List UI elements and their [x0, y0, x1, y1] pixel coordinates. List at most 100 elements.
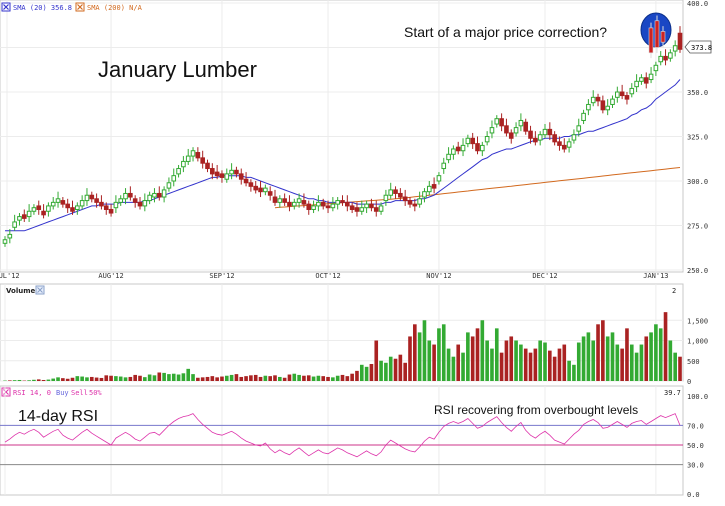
candle: [600, 95, 606, 114]
candle: [402, 189, 408, 206]
candlestick-series: [2, 26, 683, 247]
candle: [41, 204, 46, 219]
candle-body: [190, 150, 196, 157]
volume-bar: [239, 376, 244, 381]
price-gridlines: [0, 0, 683, 272]
candle-body: [166, 182, 172, 189]
candle: [267, 186, 273, 201]
candle: [576, 118, 582, 137]
candle-body: [118, 198, 124, 203]
candle: [171, 168, 177, 187]
candle: [513, 122, 519, 137]
candle: [31, 204, 37, 215]
rsi-tick-label: 50.0: [687, 442, 704, 450]
candle: [378, 202, 384, 215]
volume-bar: [441, 324, 446, 381]
candle: [12, 214, 17, 231]
candle-body: [50, 201, 56, 207]
candle: [316, 195, 321, 212]
candle-body: [523, 121, 529, 132]
month-tick-label: JUL'12: [0, 272, 20, 280]
candle: [17, 213, 22, 226]
volume-bar: [253, 374, 258, 381]
candle: [566, 138, 572, 153]
volume-bar: [258, 376, 263, 381]
candle: [393, 186, 398, 199]
volume-bar: [625, 328, 629, 381]
candle: [123, 188, 128, 205]
volume-bar: [350, 373, 354, 381]
candle: [2, 236, 8, 247]
volume-bar: [229, 374, 234, 381]
candle: [181, 156, 186, 173]
volume-bar: [12, 380, 17, 381]
candle-body: [267, 191, 273, 196]
candle: [610, 95, 615, 109]
candle: [523, 118, 529, 135]
candle: [330, 197, 336, 212]
candle: [21, 209, 27, 222]
candle-body: [234, 169, 239, 175]
candle: [518, 113, 524, 132]
candle-body: [156, 192, 162, 198]
volume-bar: [596, 324, 600, 381]
candle: [373, 200, 379, 217]
candle: [648, 67, 654, 84]
candle: [504, 118, 509, 137]
candle-body: [581, 112, 586, 121]
volume-bar: [176, 374, 181, 381]
candle-body: [205, 162, 210, 170]
volume-bar: [46, 379, 51, 381]
candle-body: [176, 168, 181, 175]
month-tick-label: DEC'12: [532, 272, 557, 280]
candle-body: [320, 201, 326, 207]
candle: [369, 198, 374, 212]
candle: [590, 90, 596, 107]
volume-bar: [466, 332, 470, 381]
candle-body: [296, 198, 302, 203]
rsi-last-value: 39.7: [664, 389, 681, 397]
volume-bar: [485, 340, 489, 381]
candle-body: [489, 127, 495, 134]
volume-bar: [562, 344, 567, 381]
candle: [480, 141, 485, 157]
volume-tick-label: 500: [687, 358, 700, 366]
candle-body: [518, 119, 524, 127]
volume-bar: [306, 375, 311, 381]
candle-body: [677, 32, 683, 50]
sma200-legend: SMA (200) N/A: [87, 4, 143, 12]
candle-body: [648, 73, 654, 81]
candle-body: [128, 192, 133, 198]
volume-bar: [205, 376, 210, 381]
volume-bar: [533, 348, 538, 381]
candle-body: [94, 198, 99, 203]
candle-body: [542, 128, 548, 136]
volume-bar: [499, 352, 504, 381]
volume-bar: [157, 372, 162, 381]
candle: [643, 72, 649, 89]
volume-bar: [673, 352, 677, 381]
candle: [248, 179, 254, 192]
candle-body: [301, 200, 307, 205]
candle: [364, 200, 369, 214]
volume-bar: [480, 320, 485, 381]
candle-body: [407, 200, 413, 205]
rsi-y-axis: 0.0 30.0 50.0 70.0 100.0: [687, 393, 708, 499]
volume-bar: [567, 360, 571, 381]
candle: [89, 191, 95, 203]
candle-body: [547, 128, 553, 136]
volume-tick-label: 0: [687, 378, 691, 386]
rsi-bands: [0, 386, 683, 495]
candle: [547, 122, 553, 141]
candle: [26, 204, 32, 222]
volume-bar: [133, 374, 137, 381]
candle: [615, 86, 620, 103]
candle: [50, 197, 56, 210]
candle: [552, 131, 557, 146]
volume-bar: [51, 378, 56, 381]
volume-header: Volume 2: [6, 285, 676, 295]
candle-body: [576, 125, 582, 132]
candle: [417, 191, 422, 208]
candle-body: [634, 80, 639, 88]
